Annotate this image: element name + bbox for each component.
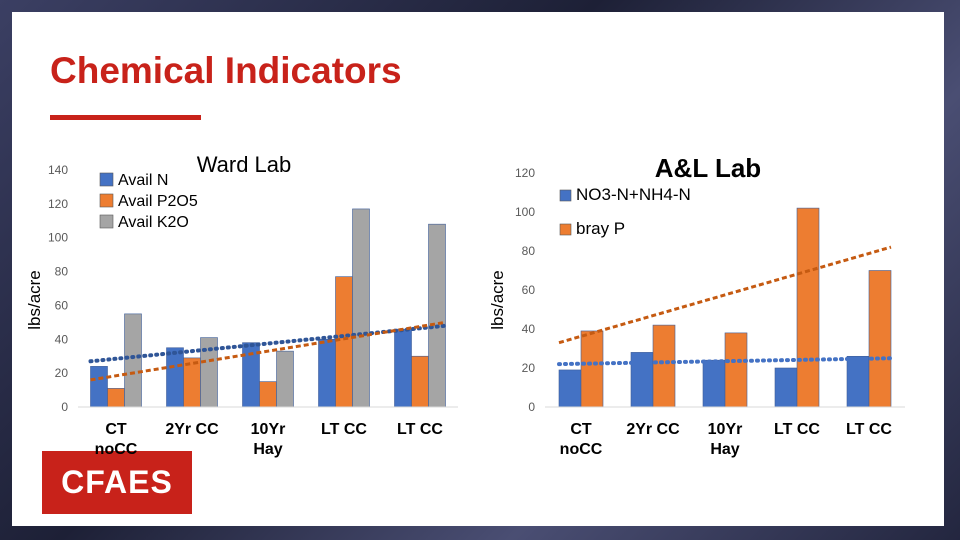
chart1-ytick-label: 100: [48, 231, 68, 245]
chart1-legend-label: Avail N: [118, 172, 168, 189]
chart2-ytick-label: 100: [515, 205, 535, 219]
chart1-category-label: LT CC: [321, 421, 367, 438]
chart2-ytick-label: 40: [522, 322, 536, 336]
chart2-legend-swatch: [559, 189, 572, 202]
chart1-bar-avail-k2o: [124, 313, 142, 408]
chart1-bar-avail-n: [394, 328, 412, 408]
chart1-bar-avail-k2o: [352, 208, 370, 408]
chart2-category-label: LT CC: [846, 421, 892, 438]
chart1-ylabel: lbs/acre: [25, 270, 44, 330]
chart1-legend-label: Avail P2O5: [118, 193, 198, 210]
chart2-ytick-label: 60: [522, 283, 536, 297]
chart2-bar-no3-n-nh4-n: [846, 355, 870, 408]
chart2-ytick-label: 20: [522, 361, 536, 375]
chart1-ytick-label: 120: [48, 197, 68, 211]
chart2-trendline-no3-n-nh4-n: [557, 356, 893, 367]
chart2-bar-no3-n-nh4-n: [774, 367, 798, 408]
chart1-ytick-label: 80: [55, 265, 69, 279]
chart1-category-label: Hay: [253, 441, 282, 458]
chart1-ytick-label: 20: [55, 366, 69, 380]
chart2-bar-no3-n-nh4-n: [558, 369, 582, 408]
chart1-ytick-label: 0: [61, 400, 68, 414]
chart1-trendline-avail-n: [88, 323, 448, 364]
chart2-legend-label: NO3-N+NH4-N: [576, 185, 691, 204]
chart1-category-label: CT: [105, 421, 127, 438]
chart1-bar-avail-k2o: [276, 350, 294, 408]
chart1-legend-swatch: [99, 172, 114, 187]
chart2-title: A&L Lab: [655, 153, 761, 183]
chart2-legend-swatch: [559, 223, 572, 236]
chart2-bar-bray-p: [796, 207, 820, 408]
chart1-ytick-label: 140: [48, 163, 68, 177]
chart1-trendline-avail-p2o5: [90, 320, 446, 382]
chart1-bar-avail-k2o: [428, 223, 446, 408]
chart1-bar-avail-n: [318, 338, 336, 408]
chart1-bar-avail-n: [90, 366, 108, 408]
chart2-legend-label: bray P: [576, 219, 625, 238]
chart1-bar-avail-p2o5: [335, 276, 353, 408]
chart1-bar-avail-p2o5: [411, 355, 429, 408]
chart1-category-label: LT CC: [397, 421, 443, 438]
chart1-category-label: 10Yr: [251, 421, 286, 438]
chart1-title: Ward Lab: [197, 152, 292, 177]
chart1-bar-avail-n: [166, 347, 184, 408]
chart2-bar-bray-p: [868, 270, 892, 408]
chart2-ytick-label: 80: [522, 244, 536, 258]
chart2-category-label: Hay: [710, 441, 739, 458]
slide-title: Chemical Indicators: [50, 50, 402, 91]
chart1-legend-label: Avail K2O: [118, 214, 189, 231]
chart2-bar-bray-p: [580, 330, 604, 408]
chart2-category-label: noCC: [560, 441, 603, 458]
chart2-category-label: LT CC: [774, 421, 820, 438]
chart1-ytick-label: 60: [55, 298, 69, 312]
chart2-category-label: 2Yr CC: [626, 421, 680, 438]
chart2-ytick-label: 120: [515, 166, 535, 180]
chart1-ytick-label: 40: [55, 332, 69, 346]
chart1-legend-swatch: [99, 193, 114, 208]
chart2-bar-no3-n-nh4-n: [702, 359, 726, 408]
chart2-category-label: 10Yr: [708, 421, 743, 438]
chart1-legend-swatch: [99, 214, 114, 229]
chart1-bar-avail-p2o5: [259, 381, 277, 408]
chart1-category-label: 2Yr CC: [165, 421, 219, 438]
slide-canvas: [12, 12, 944, 526]
chart2-category-label: CT: [570, 421, 592, 438]
chart2-ytick-label: 0: [528, 400, 535, 414]
title-underline: [50, 115, 201, 120]
chart1-bar-avail-p2o5: [107, 388, 125, 408]
cfaes-logo: CFAES: [42, 451, 192, 514]
chart2-trendline-bray-p: [558, 245, 892, 345]
chart2-ylabel: lbs/acre: [488, 270, 507, 330]
chart2-bar-bray-p: [724, 332, 748, 408]
chart1-category-label: noCC: [95, 441, 138, 458]
chart2-bar-bray-p: [652, 324, 676, 408]
